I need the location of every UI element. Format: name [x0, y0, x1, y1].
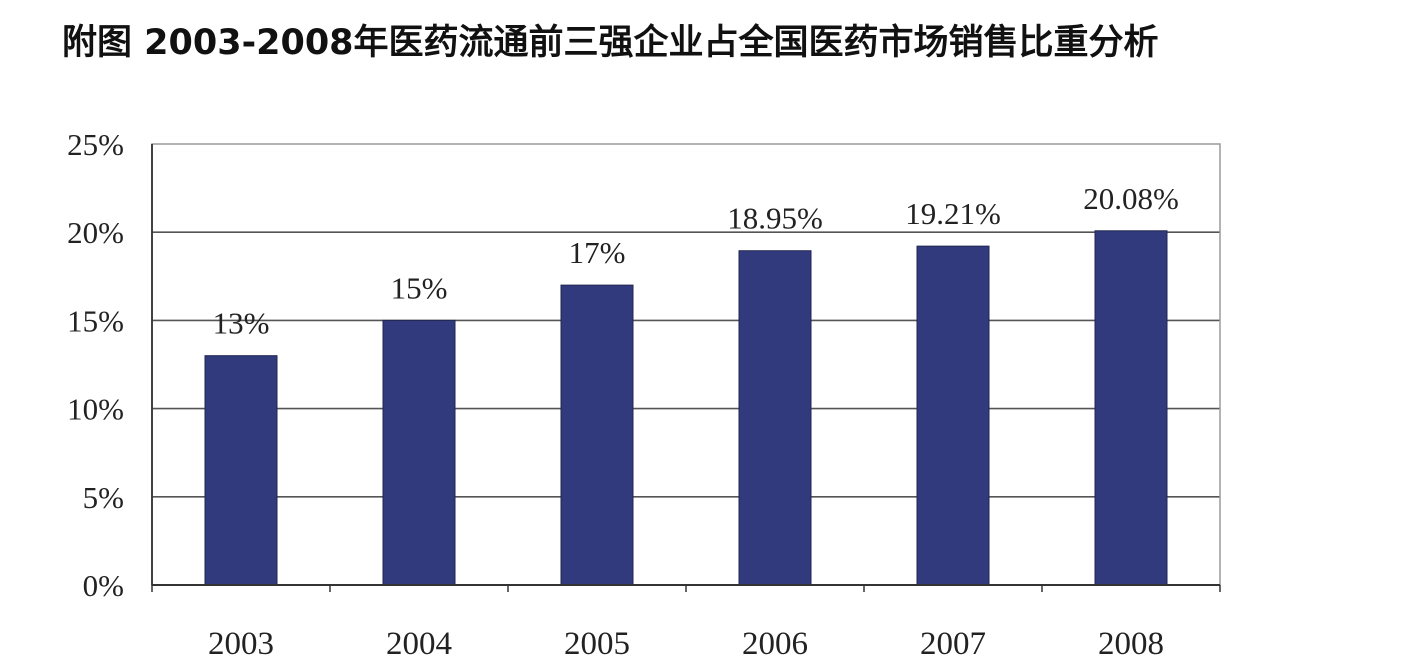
y-tick-labels: 0% 5% 10% 15% 20% 25% [67, 127, 124, 603]
x-tick-label: 2003 [208, 626, 274, 662]
x-tick-label: 2008 [1098, 626, 1164, 662]
x-tick-label: 2007 [920, 626, 986, 662]
data-labels: 13% 15% 17% 18.95% 19.21% 20.08% [213, 181, 1179, 341]
bar [738, 250, 812, 586]
data-label: 17% [569, 235, 626, 270]
y-tick-label: 0% [83, 568, 124, 603]
x-tick-labels: 2003 2004 2005 2006 2007 2008 [208, 626, 1164, 662]
data-label: 19.21% [905, 196, 1001, 231]
data-label: 18.95% [727, 201, 823, 236]
data-label: 20.08% [1083, 181, 1179, 216]
bar [1094, 230, 1168, 586]
bar [382, 319, 456, 586]
data-label: 13% [213, 306, 270, 341]
bars [204, 230, 1168, 586]
y-tick-label: 15% [67, 303, 124, 338]
x-tick-label: 2006 [742, 626, 808, 662]
y-tick-label: 25% [67, 127, 124, 162]
x-tick-label: 2004 [386, 626, 452, 662]
gridlines [152, 231, 1220, 498]
chart-title: 附图 2003-2008年医药流通前三强企业占全国医药市场销售比重分析 [62, 23, 1159, 63]
data-label: 15% [391, 270, 448, 305]
bar [204, 355, 278, 586]
y-tick-label: 10% [67, 392, 124, 427]
axes [151, 144, 1221, 592]
x-tick-label: 2005 [564, 626, 630, 662]
bar [916, 245, 990, 586]
plot-area-frame [151, 143, 1221, 586]
bar [560, 284, 634, 586]
y-tick-label: 20% [67, 215, 124, 250]
y-tick-label: 5% [83, 480, 124, 515]
